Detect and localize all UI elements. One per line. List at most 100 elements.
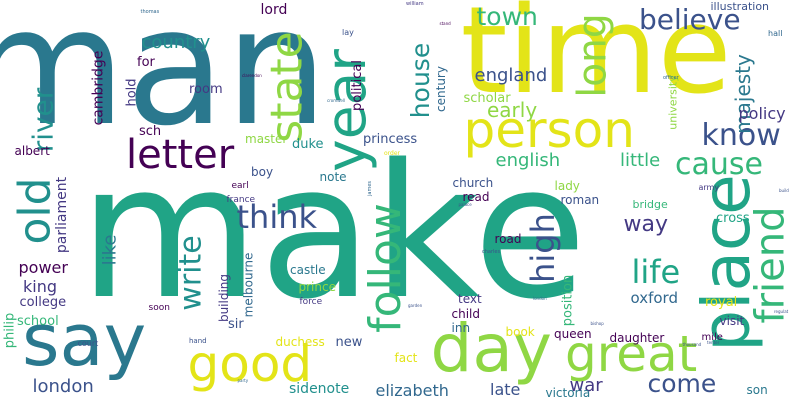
word-illustration: illustration	[710, 0, 770, 13]
word-policy: policy	[738, 104, 786, 123]
word-early: early	[487, 98, 538, 122]
word-come: come	[647, 368, 717, 398]
word-duke: duke	[292, 136, 324, 152]
word-text: text	[458, 292, 482, 306]
word-write: write	[173, 235, 209, 311]
word-position: position	[560, 274, 576, 326]
word-bishop: bishop	[590, 321, 604, 326]
word-old: old	[9, 177, 61, 245]
word-prince: prince	[298, 280, 336, 294]
word-victoria: victoria	[545, 386, 591, 400]
word-tenter: tenter	[707, 340, 720, 345]
word-believe: believe	[639, 3, 741, 36]
word-note: note	[319, 170, 347, 184]
word-country: country	[141, 32, 211, 53]
word-james: james	[366, 180, 373, 196]
word-high: high	[523, 213, 562, 283]
word-church: church	[452, 176, 494, 190]
word-army: army	[698, 183, 720, 192]
word-man: man	[0, 0, 328, 162]
word-melbourne: melbourne	[240, 252, 255, 318]
word-time: time	[460, 0, 732, 121]
word-school: school	[17, 313, 59, 329]
word-garden: garden	[408, 303, 423, 308]
word-friend: friend	[747, 206, 793, 324]
word-palace: palace	[458, 202, 472, 207]
word-charles: charles	[482, 248, 501, 255]
word-master: master	[245, 132, 288, 146]
word-letter: letter	[126, 132, 235, 178]
word-english: english	[495, 150, 561, 171]
word-sidenote: sidenote	[289, 381, 350, 397]
word-town: town	[476, 1, 538, 31]
word-read: read	[462, 190, 490, 204]
word-inn: inn	[451, 321, 471, 335]
word-william: william	[406, 0, 424, 7]
word-fact: fact	[394, 351, 418, 365]
word-lay: lay	[342, 28, 354, 37]
word-philip: philip	[2, 312, 18, 348]
word-long: long	[570, 12, 616, 98]
word-france: france	[226, 194, 256, 205]
word-parliament: parliament	[54, 176, 71, 254]
word-make: make	[79, 123, 587, 340]
word-child: child	[451, 307, 481, 321]
word-sch: sch	[139, 123, 162, 139]
word-political: political	[349, 59, 365, 111]
word-duchess: duchess	[275, 335, 325, 349]
word-force: force	[299, 296, 323, 307]
word-visit: visit	[719, 314, 745, 328]
word-order: order	[384, 150, 400, 157]
word-river: river	[25, 87, 59, 153]
word-building: building	[217, 273, 232, 323]
word-hall: hall	[768, 29, 783, 38]
word-thomas: thomas	[140, 8, 160, 15]
word-roman: roman	[560, 193, 600, 207]
word-queen: queen	[554, 327, 592, 341]
word-lord: lord	[260, 2, 288, 18]
word-thousand: thousand	[682, 342, 702, 347]
word-bridge: bridge	[632, 197, 668, 211]
word-follow: follow	[359, 203, 411, 333]
word-year: year	[313, 48, 378, 172]
word-hold: hold	[124, 77, 140, 107]
word-princess: princess	[363, 131, 418, 147]
word-new: new	[335, 334, 363, 350]
word-house: house	[405, 42, 435, 118]
word-book: book	[505, 325, 535, 339]
word-state: state	[261, 31, 313, 143]
word-good: good	[187, 335, 313, 393]
word-scholar: scholar	[463, 90, 511, 106]
word-earl: earl	[231, 180, 249, 191]
word-late: late	[490, 380, 521, 399]
word-london-small: london	[533, 296, 547, 301]
word-daughter: daughter	[609, 331, 665, 345]
word-hand: hand	[189, 336, 207, 345]
word-for: for	[137, 54, 155, 70]
word-sir: sir	[228, 316, 244, 332]
word-century: century	[433, 66, 448, 112]
word-know: know	[701, 118, 781, 153]
word-build: build	[779, 188, 789, 193]
word-officer: officer	[663, 74, 679, 81]
word-cromwell: cromwell	[327, 98, 346, 103]
word-soon: soon	[148, 302, 170, 313]
word-party: party	[237, 378, 249, 383]
word-university: university	[666, 74, 680, 130]
word-road: road	[494, 232, 522, 246]
word-little: little	[620, 150, 661, 171]
word-cause: cause	[675, 147, 763, 182]
word-day: day	[430, 310, 552, 387]
word-say: say	[22, 298, 147, 382]
word-albert: albert	[14, 144, 50, 158]
word-castle: castle	[290, 263, 326, 277]
word-life: life	[631, 253, 681, 291]
word-england: england	[474, 65, 548, 86]
word-boy: boy	[251, 165, 274, 179]
word-room: room	[189, 81, 223, 97]
word-oxford: oxford	[630, 288, 678, 307]
word-elizabeth: elizabeth	[375, 381, 449, 400]
word-stand: stand	[439, 21, 451, 26]
word-college: college	[19, 294, 67, 310]
